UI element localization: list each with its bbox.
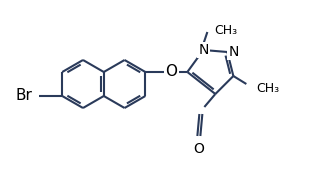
Text: Br: Br	[15, 89, 32, 104]
Text: CH₃: CH₃	[256, 82, 279, 94]
Text: N: N	[198, 43, 209, 57]
Text: N: N	[228, 45, 239, 59]
Text: O: O	[165, 64, 177, 79]
Text: CH₃: CH₃	[215, 24, 237, 36]
Text: O: O	[193, 142, 204, 156]
